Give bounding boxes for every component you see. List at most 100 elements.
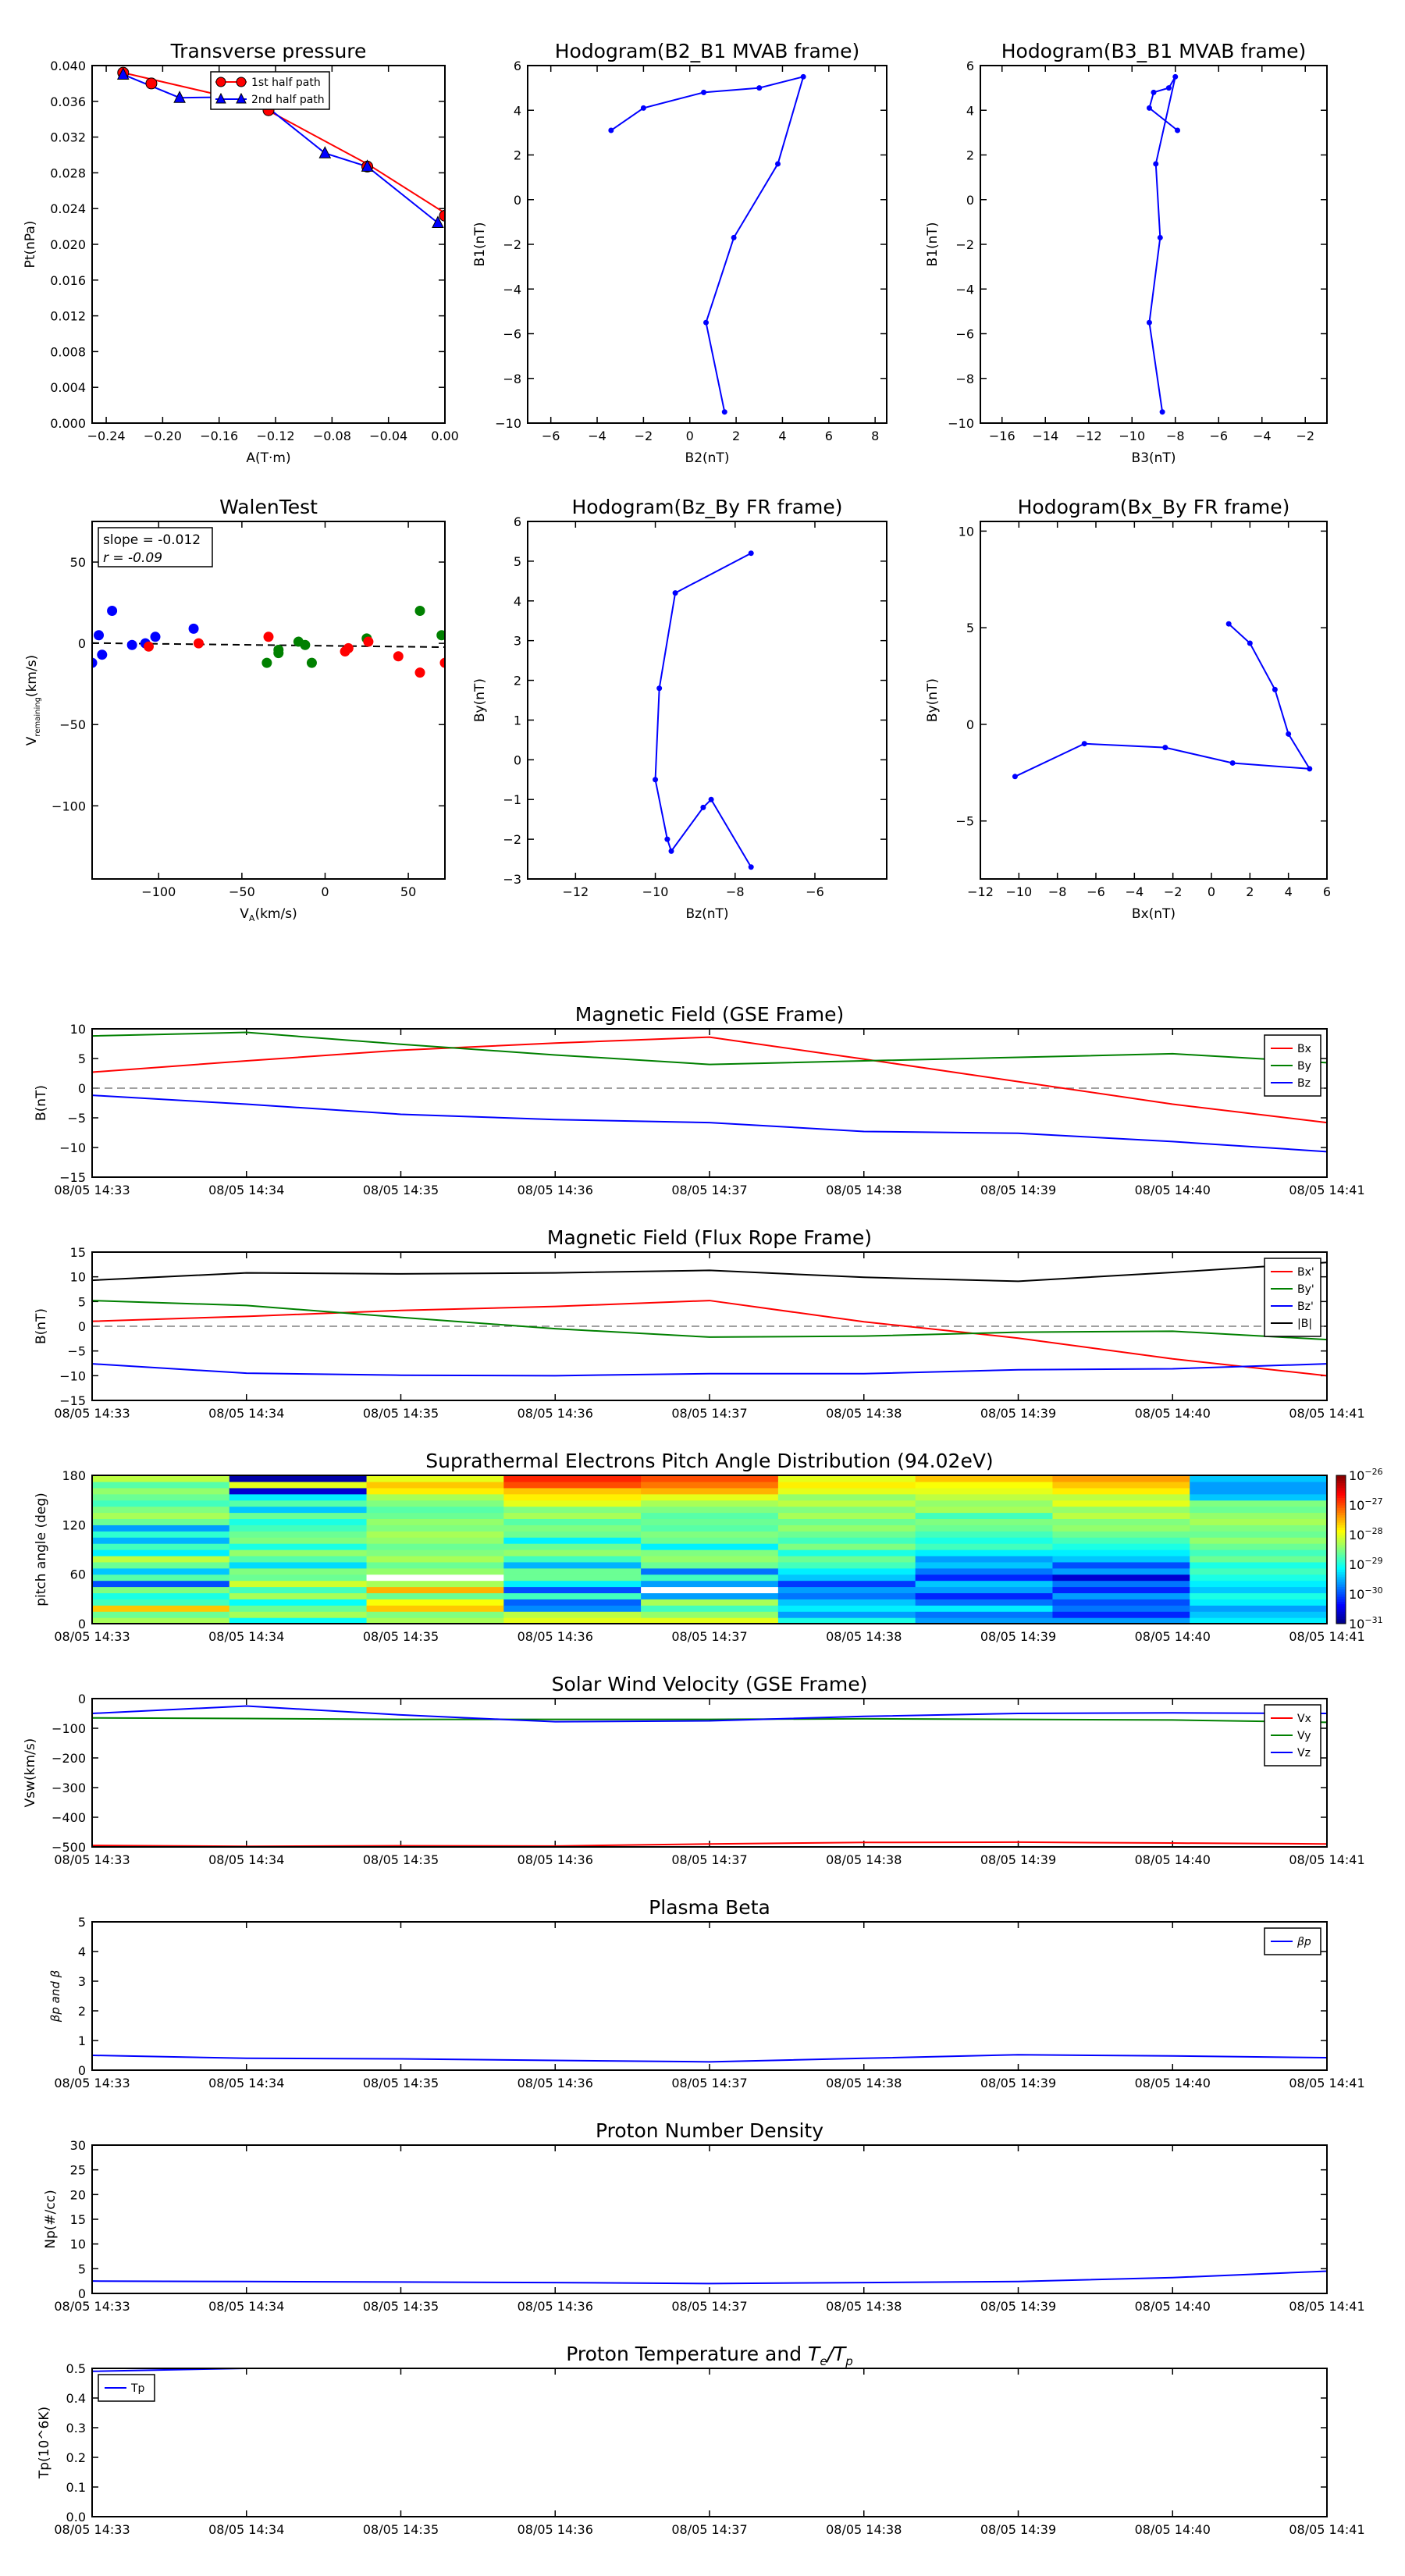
y-axis-label: Vsw(km/s) bbox=[23, 1738, 38, 1808]
x-tick-label: 08/05 14:34 bbox=[208, 1629, 284, 1644]
heatmap-cell bbox=[1190, 1561, 1327, 1569]
y-tick-label: 10 bbox=[70, 2237, 86, 2252]
x-tick-label: 6 bbox=[825, 429, 833, 443]
heatmap-cell bbox=[92, 1531, 230, 1538]
colorbar-segment bbox=[1336, 1537, 1346, 1540]
heatmap-cell bbox=[92, 1518, 230, 1525]
y-tick-label: 120 bbox=[62, 1517, 86, 1532]
heatmap-cell bbox=[366, 1531, 504, 1538]
y-tick-label: 0.020 bbox=[50, 237, 86, 252]
heatmap-cell bbox=[503, 1518, 642, 1525]
colorbar-segment bbox=[1336, 1601, 1346, 1605]
y-tick-label: −400 bbox=[52, 1810, 86, 1825]
x-tick-label: 0 bbox=[686, 429, 694, 443]
heatmap-cell bbox=[229, 1592, 368, 1599]
data-point bbox=[107, 606, 118, 616]
y-tick-label: 0 bbox=[78, 1319, 86, 1334]
heatmap-cell bbox=[366, 1481, 504, 1489]
legend-label: By bbox=[1297, 1060, 1311, 1073]
heatmap-cell bbox=[1190, 1599, 1327, 1606]
chart-title: Magnetic Field (Flux Rope Frame) bbox=[547, 1226, 872, 1249]
x-tick-label: 08/05 14:40 bbox=[1135, 1629, 1211, 1644]
x-tick-label: −100 bbox=[141, 884, 176, 899]
plot-frame bbox=[91, 1921, 1328, 2071]
heatmap-cell bbox=[92, 1567, 230, 1575]
heatmap-cell bbox=[777, 1574, 916, 1582]
colorbar-segment bbox=[1336, 1490, 1346, 1493]
colorbar-segment bbox=[1336, 1574, 1346, 1578]
data-point-2nd-half bbox=[361, 159, 374, 172]
heatmap-cell bbox=[503, 1574, 642, 1582]
x-tick-label: 08/05 14:38 bbox=[826, 2522, 902, 2537]
x-tick-label: 08/05 14:41 bbox=[1289, 2522, 1364, 2537]
heatmap-cell bbox=[777, 1567, 916, 1575]
heatmap-cell bbox=[503, 1525, 642, 1532]
x-axis-label: Bz(nT) bbox=[685, 906, 728, 922]
y-tick-label: −10 bbox=[948, 416, 974, 431]
heatmap-cell bbox=[503, 1592, 642, 1599]
heatmap-cell bbox=[503, 1487, 642, 1495]
x-tick-label: 08/05 14:33 bbox=[54, 1183, 130, 1197]
series-line-bx bbox=[92, 1036, 1327, 1124]
chart-11: Plasma Beta 08/05 14:33 08/05 14:34 08/05 1… bbox=[48, 1896, 1365, 2090]
heatmap-cell bbox=[915, 1543, 1054, 1550]
heatmap-cell bbox=[641, 1543, 779, 1550]
heatmap-cell bbox=[92, 1506, 230, 1514]
heatmap-cell bbox=[1190, 1475, 1327, 1482]
colorbar-tick-label: 10−27 bbox=[1349, 1496, 1383, 1513]
x-tick-label: 08/05 14:34 bbox=[208, 1183, 284, 1197]
x-tick-label: 08/05 14:33 bbox=[54, 2076, 130, 2090]
x-tick-label: −10 bbox=[642, 884, 669, 899]
heatmap-cells bbox=[92, 1475, 1327, 1624]
colorbar-segment bbox=[1336, 1527, 1346, 1531]
heatmap-cell bbox=[503, 1617, 642, 1624]
data-point bbox=[188, 623, 199, 634]
x-tick-label: 08/05 14:41 bbox=[1289, 1629, 1364, 1644]
annotation-frame bbox=[98, 527, 213, 568]
x-tick-label: −6 bbox=[1087, 884, 1105, 899]
chart-title: Proton Number Density bbox=[596, 2119, 823, 2142]
plot-frame bbox=[527, 521, 887, 880]
data-point bbox=[748, 550, 754, 557]
x-axis-label: B3(nT) bbox=[1132, 450, 1176, 466]
x-tick-label: 08/05 14:37 bbox=[671, 1183, 747, 1197]
heatmap-cell bbox=[366, 1617, 504, 1624]
heatmap-cell bbox=[641, 1574, 779, 1582]
heatmap-cell bbox=[503, 1537, 642, 1544]
y-tick-label: −100 bbox=[52, 1721, 86, 1736]
series-line bbox=[92, 2270, 1327, 2285]
heatmap-cell bbox=[1190, 1611, 1327, 1618]
colorbar-tick-label: 10−30 bbox=[1349, 1585, 1383, 1602]
y-tick-label: 50 bbox=[70, 555, 86, 570]
x-tick-label: −2 bbox=[635, 429, 653, 443]
heatmap-cell bbox=[503, 1531, 642, 1538]
y-tick-label: −10 bbox=[59, 1140, 86, 1155]
heatmap-cell bbox=[92, 1561, 230, 1569]
data-point bbox=[708, 796, 714, 802]
x-tick-label: 08/05 14:33 bbox=[54, 2299, 130, 2314]
colorbar-segment bbox=[1336, 1480, 1346, 1483]
x-tick-label: 08/05 14:39 bbox=[980, 1406, 1056, 1421]
x-tick-label: 08/05 14:34 bbox=[208, 2299, 284, 2314]
heatmap-cell bbox=[229, 1555, 368, 1563]
chart-13: 08/05 14:33 08/05 14:34 08/05 14:35 08/05 1… bbox=[37, 2343, 1365, 2537]
heatmap-cell bbox=[1052, 1493, 1190, 1501]
heatmap-cell bbox=[777, 1617, 916, 1624]
x-tick-label: 08/05 14:33 bbox=[54, 1852, 130, 1867]
heatmap-cell bbox=[915, 1506, 1054, 1514]
y-tick-label: 4 bbox=[514, 594, 521, 609]
heatmap-cell bbox=[229, 1561, 368, 1569]
heatmap-cell bbox=[915, 1500, 1054, 1507]
heatmap-cell bbox=[92, 1617, 230, 1624]
colorbar-segment bbox=[1336, 1571, 1346, 1575]
x-tick-label: 08/05 14:41 bbox=[1289, 1406, 1364, 1421]
y-tick-label: 5 bbox=[966, 621, 974, 635]
colorbar-segment bbox=[1336, 1561, 1346, 1565]
chart-title: Suprathermal Electrons Pitch Angle Distr… bbox=[425, 1450, 993, 1472]
heatmap-cell bbox=[366, 1518, 504, 1525]
heatmap-cell bbox=[641, 1555, 779, 1563]
data-point bbox=[1175, 127, 1181, 133]
colorbar-segment bbox=[1336, 1582, 1346, 1585]
heatmap-cell bbox=[1190, 1531, 1327, 1538]
legend: Bx By Bz bbox=[1264, 1034, 1321, 1097]
